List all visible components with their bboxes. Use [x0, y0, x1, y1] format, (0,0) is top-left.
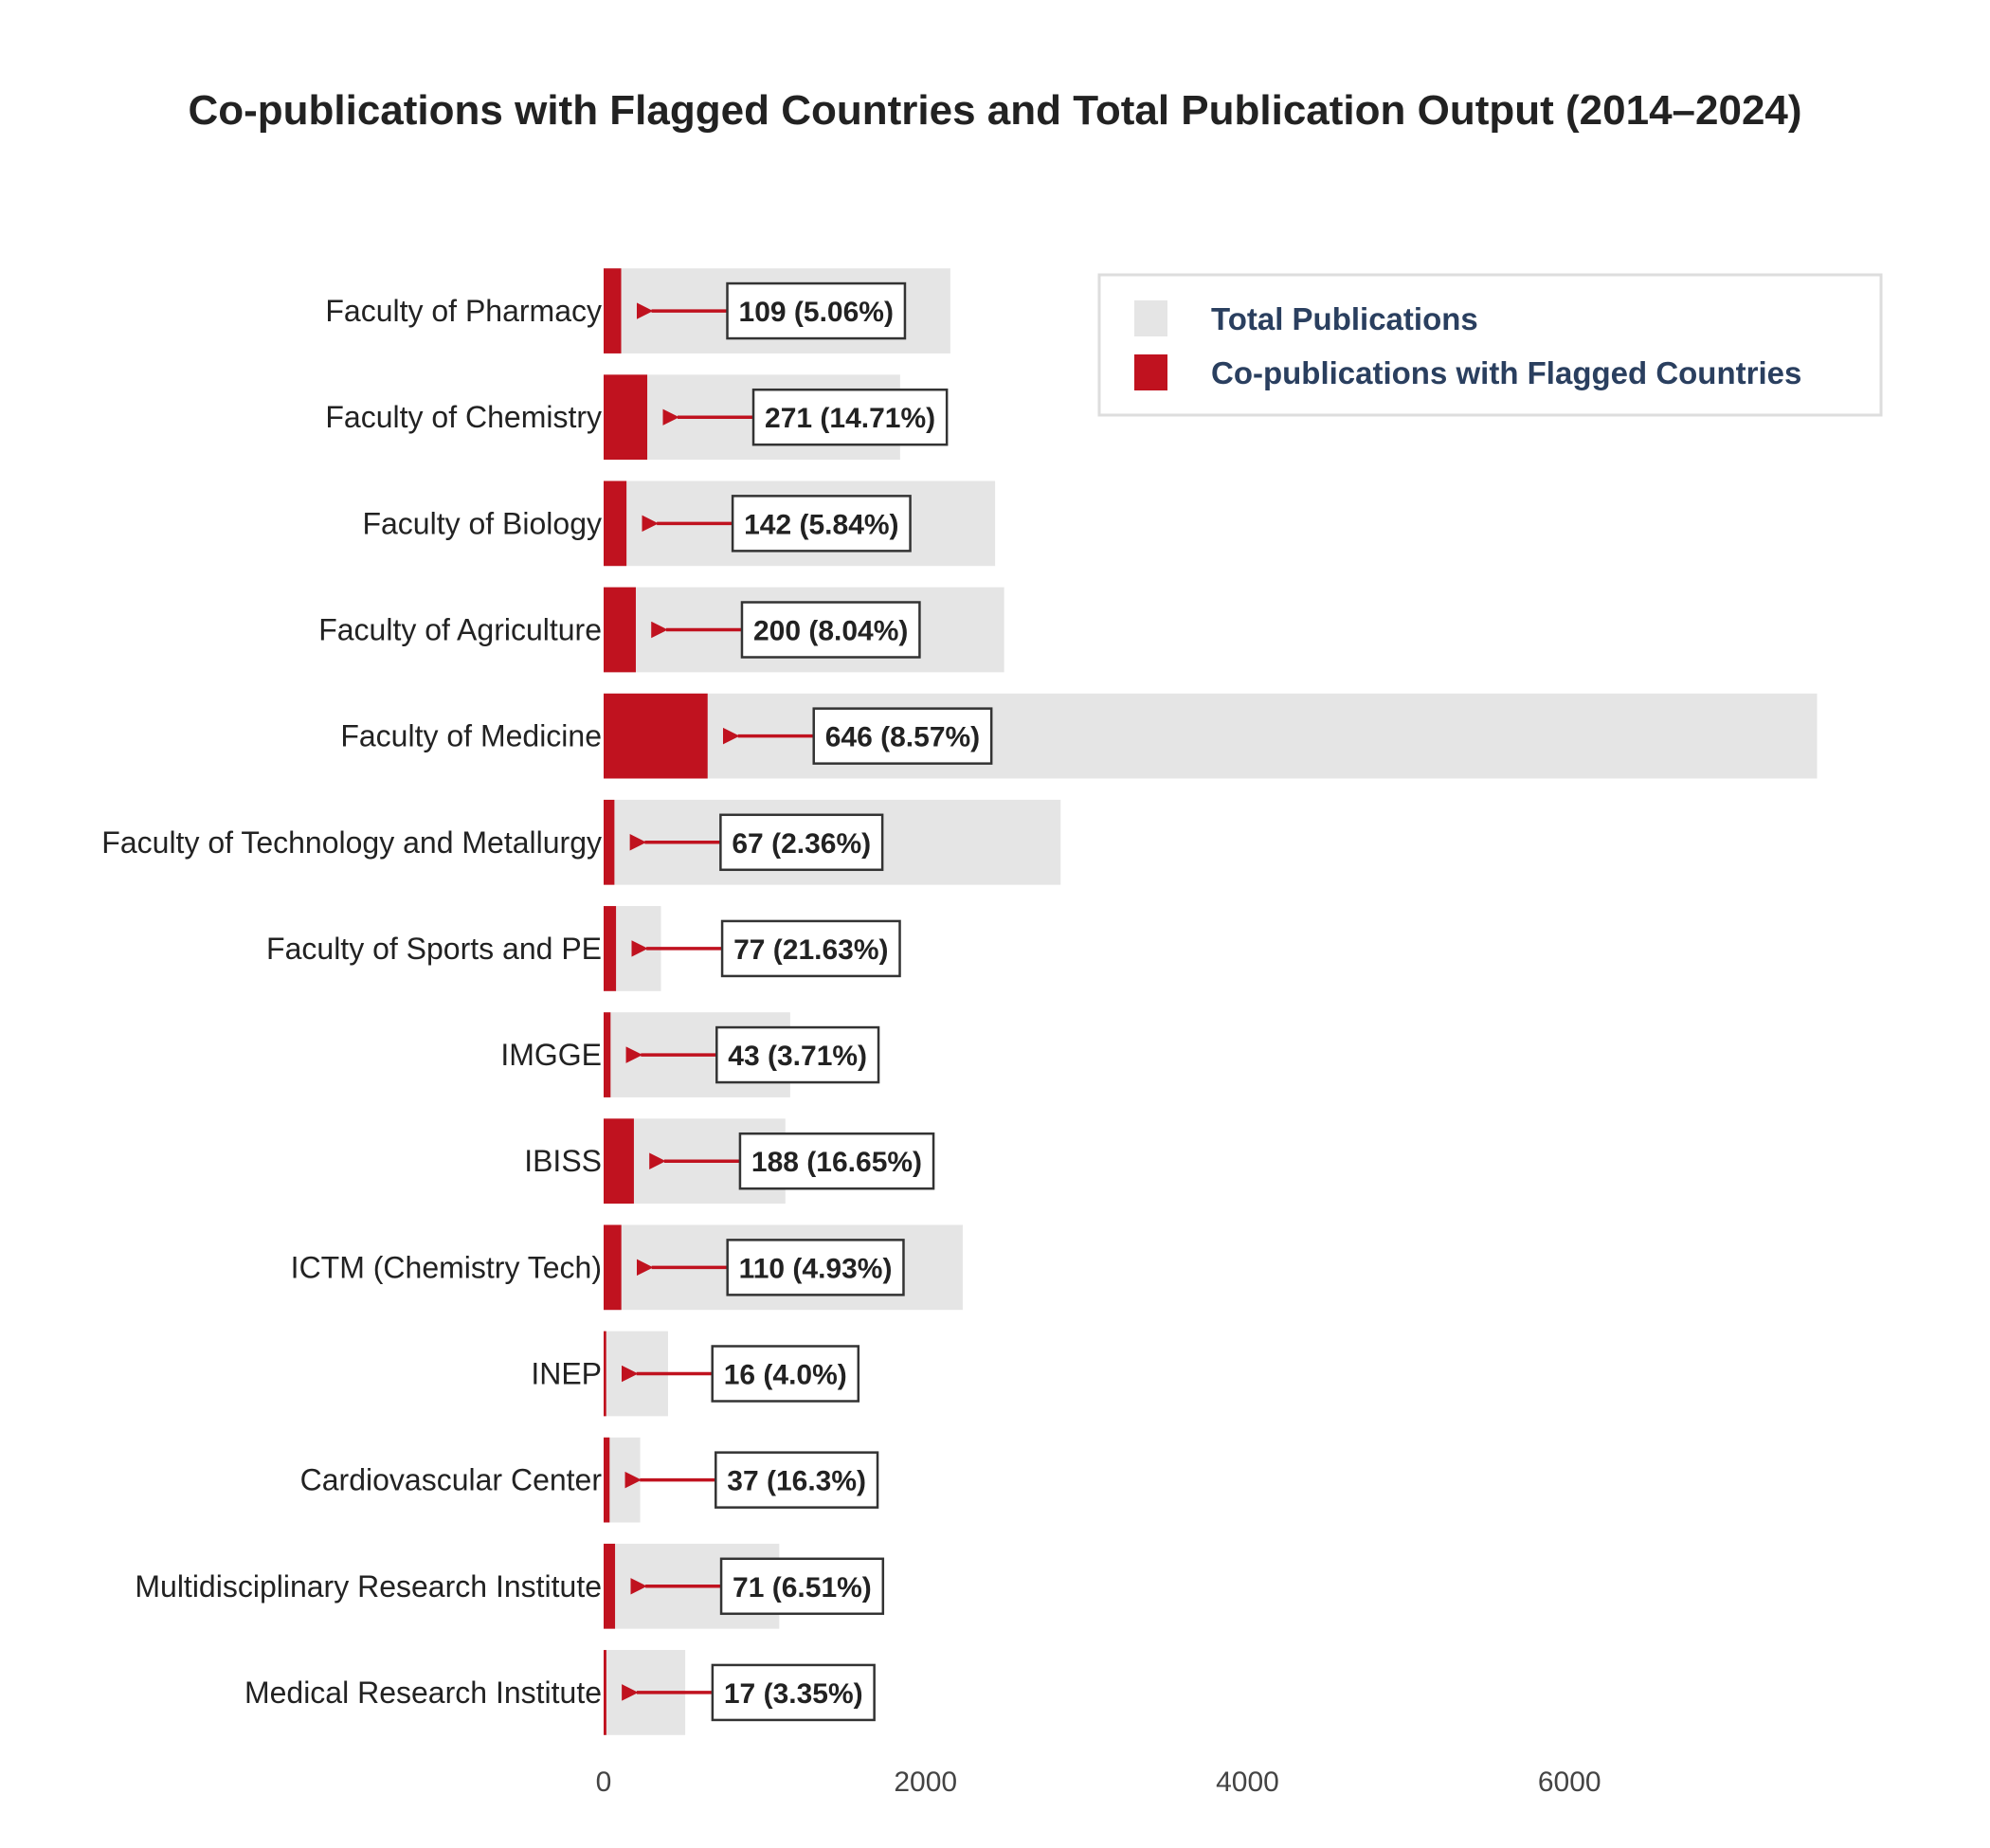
value-annotation: 271 (14.71%)	[662, 388, 949, 446]
legend-swatch-flagged[interactable]	[1134, 354, 1167, 390]
legend-swatch-total[interactable]	[1134, 300, 1167, 336]
annotation-box	[812, 707, 993, 765]
value-annotation: 646 (8.57%)	[722, 707, 993, 765]
category-labels: Faculty of Pharmacy Faculty of Chemistry F…	[101, 294, 602, 1710]
annotation-label: 109 (5.06%)	[739, 297, 894, 328]
annotation-box	[740, 601, 921, 659]
flagged-bar[interactable]	[604, 1650, 606, 1735]
bars-layer	[604, 268, 1818, 1735]
legend-label-flagged[interactable]: Co-publications with Flagged Countries	[1211, 355, 1801, 390]
x-axis-ticks: 0 2000 4000 6000	[596, 1766, 1601, 1798]
flagged-bar[interactable]	[604, 480, 627, 567]
annotation-label: 71 (6.51%)	[733, 1572, 872, 1603]
category-label: Faculty of Chemistry	[325, 400, 602, 434]
category-label: Faculty of Medicine	[340, 719, 602, 753]
value-annotation: 77 (21.63%)	[631, 919, 901, 978]
flagged-bar[interactable]	[604, 906, 617, 991]
value-annotation: 16 (4.0%)	[621, 1345, 860, 1403]
flagged-bar[interactable]	[604, 1224, 622, 1311]
annotation-label: 200 (8.04%)	[753, 616, 908, 647]
category-label: Cardiovascular Center	[300, 1463, 603, 1497]
annotation-box	[711, 1663, 876, 1722]
annotation-label: 646 (8.57%)	[825, 722, 980, 753]
category-label: Faculty of Biology	[362, 506, 602, 540]
category-label: Faculty of Sports and PE	[266, 932, 602, 966]
flagged-bar[interactable]	[604, 1437, 610, 1523]
category-label: Faculty of Technology and Metallurgy	[101, 825, 602, 860]
annotation-label: 16 (4.0%)	[724, 1360, 847, 1391]
value-annotation: 110 (4.93%)	[636, 1239, 905, 1296]
value-annotation: 109 (5.06%)	[636, 281, 907, 340]
category-label: INEP	[531, 1357, 602, 1391]
annotation-label: 188 (16.65%)	[751, 1147, 922, 1178]
category-label: Faculty of Agriculture	[318, 613, 602, 647]
category-label: IBISS	[524, 1144, 602, 1178]
annotation-box	[738, 1132, 935, 1190]
value-annotation: 71 (6.51%)	[630, 1557, 885, 1616]
flagged-bar[interactable]	[604, 1012, 611, 1097]
value-annotation: 200 (8.04%)	[651, 601, 921, 659]
annotation-box	[719, 1557, 885, 1616]
legend-frame	[1097, 273, 1883, 417]
annotation-label: 142 (5.84%)	[744, 509, 898, 540]
annotation-label: 77 (21.63%)	[733, 934, 888, 966]
category-label: Multidisciplinary Research Institute	[135, 1569, 602, 1603]
annotation-box	[731, 495, 912, 553]
value-annotation: 67 (2.36%)	[629, 813, 884, 872]
annotation-label: 271 (14.71%)	[765, 403, 935, 434]
category-label: Faculty of Pharmacy	[325, 294, 602, 328]
value-annotation: 43 (3.71%)	[625, 1025, 880, 1084]
annotation-box	[720, 919, 901, 978]
annotation-box	[715, 1451, 879, 1509]
legend-label-total[interactable]: Total Publications	[1211, 301, 1478, 336]
flagged-bar[interactable]	[604, 268, 622, 353]
x-tick-label: 0	[596, 1766, 612, 1798]
annotation-box	[719, 813, 884, 872]
flagged-bar[interactable]	[604, 799, 615, 885]
x-tick-label: 4000	[1216, 1766, 1279, 1798]
value-annotation: 142 (5.84%)	[642, 495, 912, 553]
value-annotation: 188 (16.65%)	[649, 1132, 935, 1190]
flagged-bar[interactable]	[604, 1543, 616, 1629]
flagged-bar[interactable]	[604, 587, 636, 673]
flagged-bar[interactable]	[604, 374, 648, 461]
flagged-bar[interactable]	[604, 1118, 634, 1205]
category-label: IMGGE	[500, 1038, 602, 1072]
annotations-layer: 109 (5.06%) 271 (14.71%) 142 (5.84%) 200 (8…	[621, 281, 993, 1722]
category-label: Medical Research Institute	[244, 1676, 602, 1710]
value-annotation: 17 (3.35%)	[622, 1663, 876, 1722]
legend[interactable]: Total Publications Co-publications with F…	[1097, 273, 1883, 417]
annotation-label: 17 (3.35%)	[724, 1678, 863, 1710]
category-label: ICTM (Chemistry Tech)	[291, 1250, 602, 1284]
annotation-box	[751, 388, 949, 446]
annotation-label: 43 (3.71%)	[728, 1041, 867, 1072]
flagged-bar[interactable]	[604, 1331, 606, 1417]
annotation-box	[726, 281, 907, 340]
chart-title: Co-publications with Flagged Countries a…	[188, 87, 1802, 134]
annotation-box	[715, 1025, 880, 1084]
annotation-label: 67 (2.36%)	[732, 828, 871, 860]
annotation-box	[726, 1239, 905, 1296]
annotation-box	[711, 1345, 860, 1403]
x-tick-label: 6000	[1538, 1766, 1601, 1798]
annotation-label: 110 (4.93%)	[739, 1253, 893, 1284]
value-annotation: 37 (16.3%)	[624, 1451, 879, 1509]
annotation-label: 37 (16.3%)	[727, 1466, 866, 1497]
flagged-bar[interactable]	[604, 693, 708, 779]
x-tick-label: 2000	[894, 1766, 957, 1798]
